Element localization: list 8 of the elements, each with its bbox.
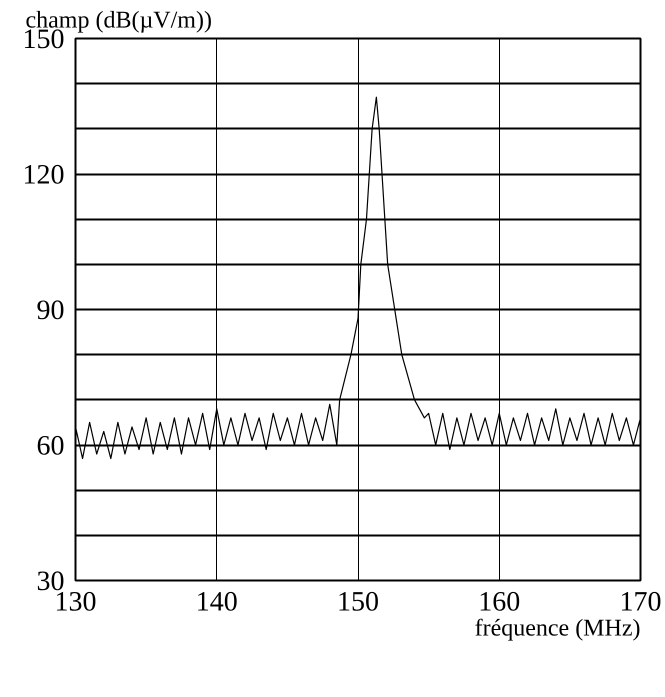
x-tick-label: 140 [196,586,238,618]
y-tick-label: 90 [36,295,64,326]
x-axis-title: fréquence (MHz) [474,616,641,642]
y-tick-label: 120 [22,160,64,190]
x-tick-label: 150 [337,586,379,618]
x-tick-label: 170 [620,586,662,618]
y-tick-label: 60 [36,430,64,462]
x-tick-label: 160 [478,586,520,618]
